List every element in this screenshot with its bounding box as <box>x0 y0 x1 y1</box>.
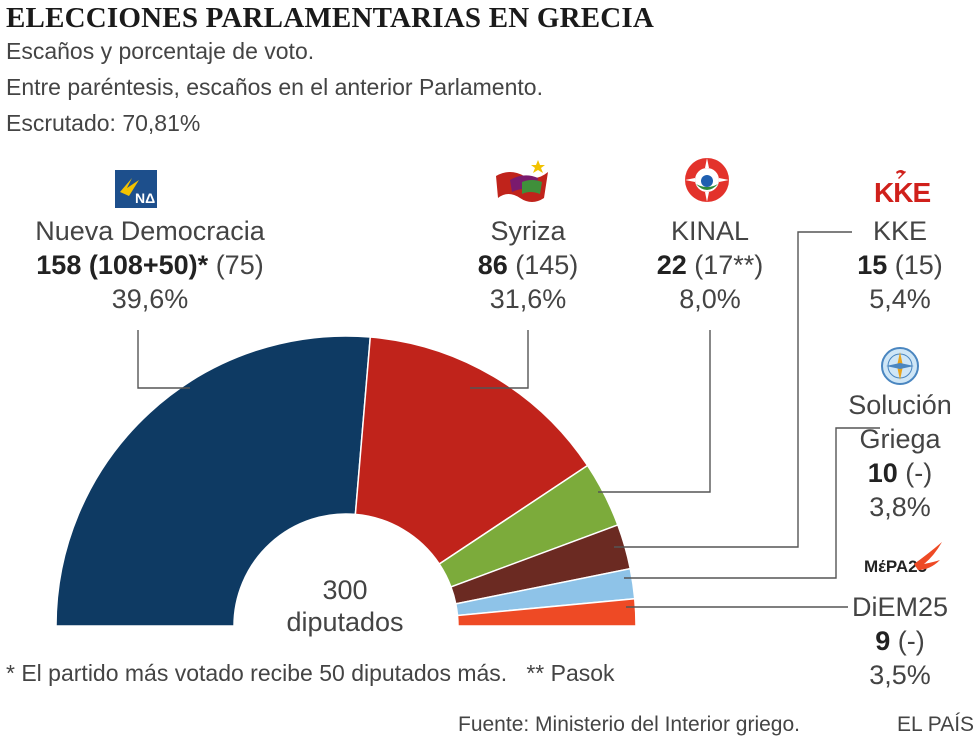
mera25-logo-text: MέPA25 <box>864 557 927 576</box>
label-diem25: DiEM25 9 (-) 3,5% <box>820 590 980 692</box>
vote-pct: 3,8% <box>869 492 931 522</box>
syriza-flag-icon <box>492 158 554 208</box>
seats: 15 <box>857 250 888 280</box>
previous-seats: (-) <box>905 458 933 488</box>
label-kke: KKE 15 (15) 5,4% <box>820 214 980 316</box>
label-solucion-griega: Solución Griega 10 (-) 3,8% <box>820 388 980 524</box>
slice-diem25 <box>456 597 637 627</box>
svg-text:NΔ: NΔ <box>135 190 155 206</box>
leader-line-kinal <box>598 330 711 493</box>
center-total: 300 <box>322 575 368 605</box>
kinal-logo-icon <box>682 154 732 206</box>
label-kinal: KINAL 22 (17**) 8,0% <box>610 214 810 316</box>
slice-syriza <box>354 336 589 566</box>
party-name: KKE <box>872 216 928 246</box>
vote-pct: 3,5% <box>869 660 931 690</box>
source-note: Fuente: Ministerio del Interior griego. <box>458 713 800 736</box>
party-name: Syriza <box>490 216 566 246</box>
leader-line-syriza <box>470 330 529 389</box>
subtitle-line-1: Escaños y porcentaje de voto. <box>6 38 315 64</box>
previous-seats: (17**) <box>694 250 764 280</box>
previous-seats: (75) <box>215 250 264 280</box>
party-name: KINAL <box>670 216 750 246</box>
center-total-label: 300 diputados <box>285 574 405 638</box>
seats: 10 <box>867 458 898 488</box>
seats: 158 (108+50)* <box>36 250 209 280</box>
leader-line-kke <box>614 231 852 548</box>
mera25-logo-icon: MέPA25 <box>864 540 944 580</box>
seats: 22 <box>656 250 687 280</box>
slice-nueva-democracia <box>55 335 372 627</box>
vote-pct: 8,0% <box>679 284 741 314</box>
vote-pct: 5,4% <box>869 284 931 314</box>
seats: 9 <box>875 626 891 656</box>
leader-line-solucion <box>624 427 880 579</box>
seats: 86 <box>477 250 508 280</box>
center-unit: diputados <box>286 607 404 637</box>
party-name: Nueva Democracia <box>35 216 265 246</box>
vote-pct: 39,6% <box>111 284 189 314</box>
vote-pct: 31,6% <box>489 284 567 314</box>
chart-title: ELECCIONES PARLAMENTARIAS EN GRECIA <box>6 2 655 34</box>
leader-line-nd <box>137 330 190 389</box>
nd-logo-icon: NΔ <box>115 170 157 208</box>
party-name-line-2: Griega <box>859 424 941 454</box>
label-nueva-democracia: Nueva Democracia 158 (108+50)* (75) 39,6… <box>0 214 300 316</box>
subtitle-line-3: Escrutado: 70,81% <box>6 110 201 136</box>
footnote: * El partido más votado recibe 50 diputa… <box>6 660 615 686</box>
subtitle-line-2: Entre paréntesis, escaños en el anterior… <box>6 74 543 100</box>
kke-logo-icon: KKE <box>872 168 932 208</box>
compass-logo-icon <box>880 346 920 386</box>
svg-text:KKE: KKE <box>874 177 930 204</box>
previous-seats: (15) <box>894 250 943 280</box>
party-name: DiEM25 <box>851 592 949 622</box>
party-name-line-1: Solución <box>848 390 952 420</box>
previous-seats: (145) <box>515 250 579 280</box>
previous-seats: (-) <box>897 626 925 656</box>
label-syriza: Syriza 86 (145) 31,6% <box>428 214 628 316</box>
brand-label: EL PAÍS <box>897 713 975 736</box>
